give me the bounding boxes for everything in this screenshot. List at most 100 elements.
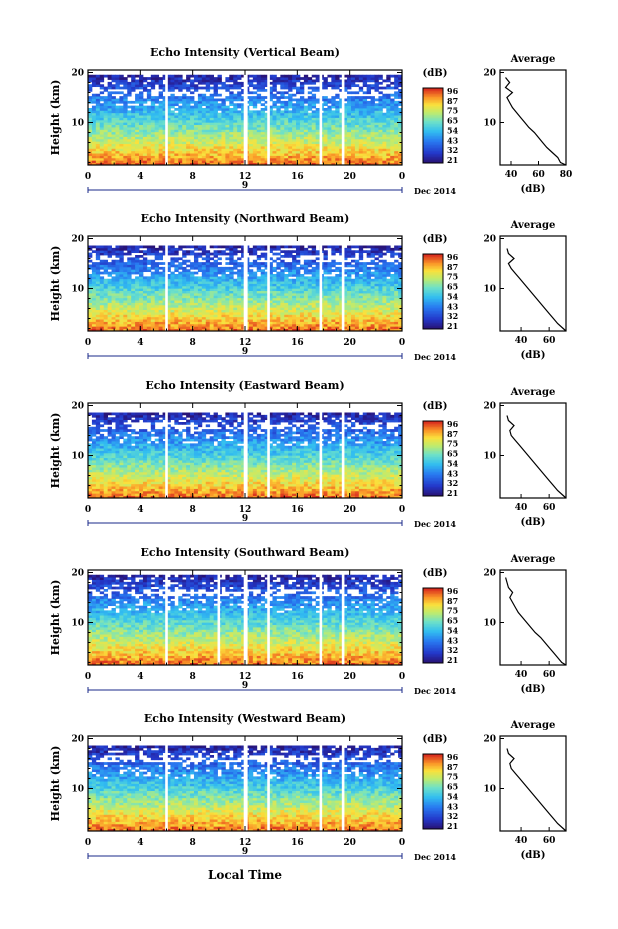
colorbar-tick-label: 54 <box>447 458 459 468</box>
x-tick-label: 0 <box>85 505 91 515</box>
avg-title: Average <box>510 54 556 65</box>
avg-profile-line <box>506 248 567 332</box>
colorbar-unit: (dB) <box>423 401 448 412</box>
x-tick-label: 0 <box>399 838 405 848</box>
data-gap <box>267 570 270 665</box>
avg-x-tick-label: 60 <box>543 836 556 846</box>
colorbar-tick-label: 96 <box>447 752 459 762</box>
colorbar-tick-label: 65 <box>447 782 458 792</box>
avg-x-label: (dB) <box>521 350 546 361</box>
avg-frame <box>499 402 567 499</box>
panel-2: Echo Intensity (Eastward Beam) 0 4 8 12 16 20 0… <box>49 379 567 529</box>
avg-x-tick-label: 60 <box>532 170 545 180</box>
x-tick-label: 8 <box>190 338 196 348</box>
data-gap <box>165 236 168 331</box>
panels: Echo Intensity (Vertical Beam) 0 4 8 12 16 20 0… <box>49 46 572 862</box>
x-tick-label: 0 <box>399 672 405 682</box>
avg-y-tick-label: 10 <box>483 452 496 462</box>
colorbar <box>423 421 443 497</box>
date-label: Dec 2014 <box>414 852 456 862</box>
colorbar-tick-label: 75 <box>447 106 458 116</box>
colorbar-tick-label: 32 <box>447 311 458 321</box>
avg-y-tick-label: 10 <box>483 285 496 295</box>
x-tick-label: 16 <box>291 838 304 848</box>
colorbar-frame <box>422 87 444 164</box>
local-time-label: Local Time <box>208 868 282 882</box>
panel-1: Echo Intensity (Northward Beam) 0 4 8 12 16 20… <box>49 212 567 362</box>
data-gap <box>341 736 345 831</box>
colorbar-frame <box>422 420 444 497</box>
colorbar-tick-label: 32 <box>447 645 458 655</box>
panel-4: Echo Intensity (Westward Beam) 0 4 8 12 16 20 0… <box>49 712 567 862</box>
data-gap <box>341 70 345 165</box>
colorbar-tick-label: 21 <box>447 488 458 498</box>
avg-y-tick-label: 10 <box>483 785 496 795</box>
colorbar-tick-label: 54 <box>447 125 459 135</box>
x-tick-label: 0 <box>85 838 91 848</box>
colorbar-tick-label: 65 <box>447 616 458 626</box>
colorbar-tick-label: 54 <box>447 791 459 801</box>
avg-y-tick-label: 10 <box>483 119 496 129</box>
data-gap <box>319 236 323 331</box>
data-gap <box>341 403 345 498</box>
colorbar-tick-label: 54 <box>447 291 459 301</box>
day-label: 9 <box>242 681 248 691</box>
colorbar-unit: (dB) <box>423 234 448 245</box>
data-gap <box>319 570 323 665</box>
data-gap <box>267 736 270 831</box>
heatmap <box>88 574 403 666</box>
avg-x-label: (dB) <box>521 184 546 195</box>
panel-0: Echo Intensity (Vertical Beam) 0 4 8 12 16 20 0… <box>49 46 572 196</box>
x-tick-label: 16 <box>291 172 304 182</box>
avg-x-tick-label: 40 <box>515 336 528 346</box>
avg-x-tick-label: 40 <box>515 503 528 513</box>
y-axis-label: Height (km) <box>49 246 62 322</box>
colorbar-tick-label: 87 <box>447 262 458 272</box>
avg-x-tick-label: 40 <box>505 170 518 180</box>
day-label: 9 <box>242 847 248 857</box>
y-tick-label: 20 <box>71 402 84 412</box>
avg-frame <box>499 569 567 666</box>
avg-x-tick-label: 60 <box>543 670 556 680</box>
colorbar-tick-label: 43 <box>447 468 459 478</box>
colorbar-tick-label: 87 <box>447 762 458 772</box>
data-gap <box>243 236 248 331</box>
avg-x-label: (dB) <box>521 850 546 861</box>
x-tick-label: 0 <box>399 505 405 515</box>
data-gap <box>319 70 323 165</box>
y-axis-label: Height (km) <box>49 746 62 822</box>
y-tick-label: 10 <box>71 285 84 295</box>
x-tick-label: 0 <box>399 338 405 348</box>
avg-title: Average <box>510 220 556 231</box>
avg-x-tick-label: 60 <box>543 336 556 346</box>
x-tick-label: 20 <box>343 672 356 682</box>
avg-y-tick-label: 20 <box>483 69 496 79</box>
y-tick-label: 10 <box>71 785 84 795</box>
data-gap <box>217 570 221 665</box>
colorbar-unit: (dB) <box>423 734 448 745</box>
y-tick-label: 20 <box>71 69 84 79</box>
avg-x-tick-label: 40 <box>515 670 528 680</box>
x-tick-label: 8 <box>190 505 196 515</box>
x-tick-label: 4 <box>137 838 143 848</box>
colorbar-tick-label: 96 <box>447 586 459 596</box>
x-tick-label: 0 <box>85 338 91 348</box>
colorbar-tick-label: 32 <box>447 811 458 821</box>
x-tick-label: 16 <box>291 505 304 515</box>
data-gap <box>243 70 248 165</box>
data-gap <box>165 403 168 498</box>
colorbar-tick-label: 32 <box>447 478 458 488</box>
colorbar-tick-label: 96 <box>447 86 459 96</box>
colorbar-tick-label: 21 <box>447 155 458 165</box>
x-tick-label: 0 <box>85 172 91 182</box>
colorbar-tick-label: 21 <box>447 321 458 331</box>
y-tick-label: 10 <box>71 452 84 462</box>
day-label: 9 <box>242 347 248 357</box>
avg-frame <box>499 69 567 166</box>
colorbar-tick-label: 75 <box>447 439 458 449</box>
avg-profile-line <box>506 748 567 832</box>
heatmap <box>88 412 403 499</box>
colorbar-tick-label: 43 <box>447 135 459 145</box>
colorbar-frame <box>422 253 444 330</box>
